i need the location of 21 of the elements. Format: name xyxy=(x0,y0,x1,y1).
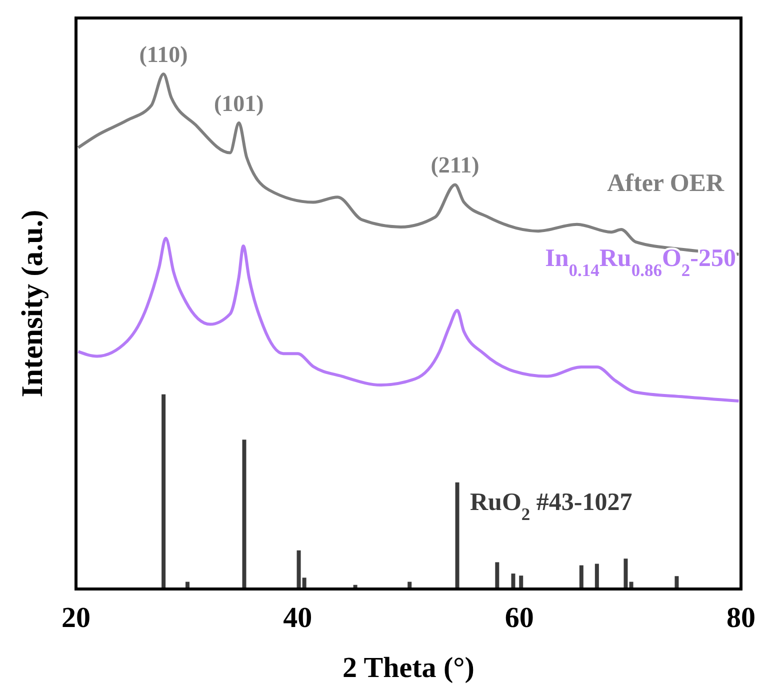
bar xyxy=(594,564,599,589)
y-axis-title: Intensity (a.u.) xyxy=(16,210,49,398)
annotation: (211) xyxy=(430,152,480,178)
annotation: (110) xyxy=(139,42,188,67)
bar xyxy=(162,394,166,589)
annotation: (101) xyxy=(214,90,264,116)
bar xyxy=(455,482,460,589)
x-tick-label: 80 xyxy=(726,602,756,634)
series-label: RuO$_{2}$ #43-1027 xyxy=(470,489,632,524)
bar xyxy=(242,440,246,589)
x-axis-title: 2 Theta (°) xyxy=(342,652,474,684)
bar xyxy=(579,565,584,589)
bar xyxy=(495,562,500,589)
bar xyxy=(624,558,628,589)
x-tick-label: 20 xyxy=(62,602,90,634)
x-tick-label: 60 xyxy=(504,602,534,634)
bar xyxy=(511,574,516,589)
series-label: After OER xyxy=(607,170,725,197)
bar xyxy=(519,576,524,589)
text: In$_{0.14}$Ru$_{0.86}$O$_{2}$-250 xyxy=(545,245,736,280)
x-tick-label: 40 xyxy=(283,602,312,634)
